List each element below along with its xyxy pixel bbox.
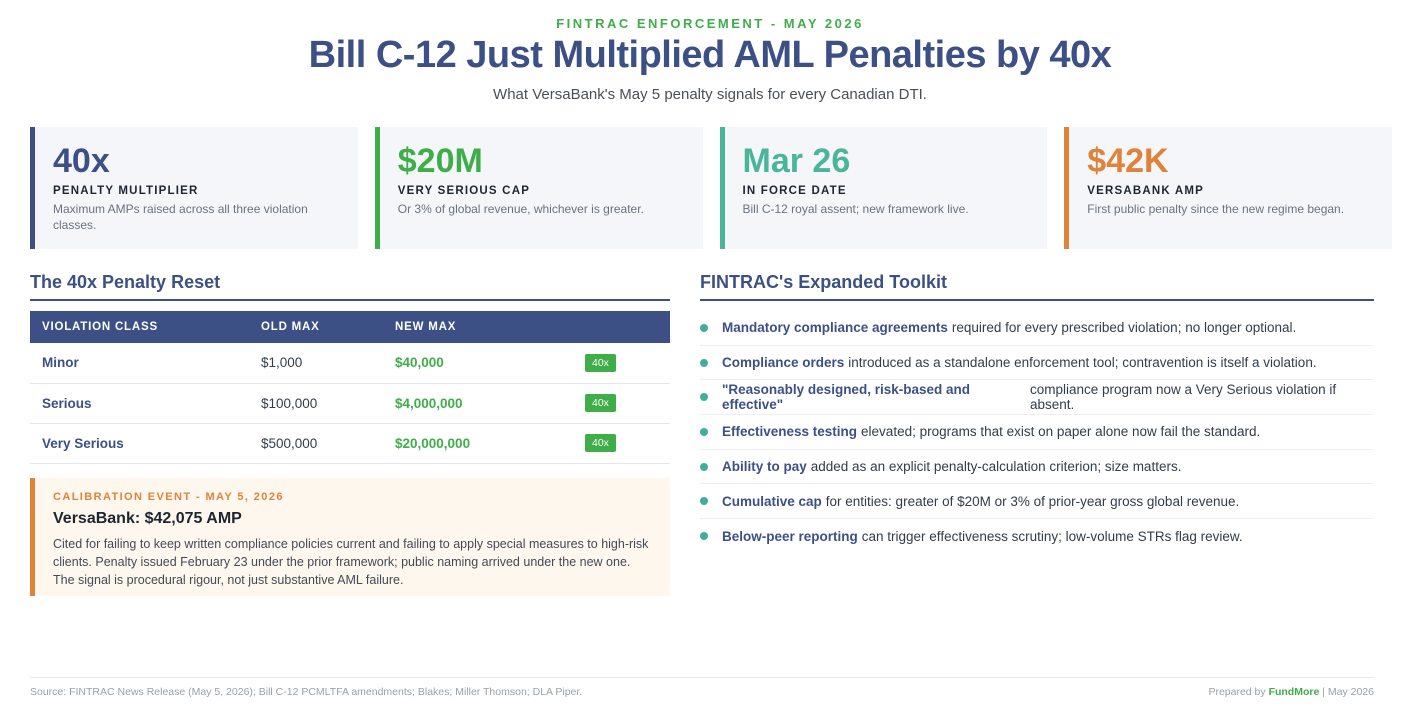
bullet-icon (700, 462, 708, 471)
stat-description: Or 3% of global revenue, whichever is gr… (397, 202, 644, 216)
footer-date: | May 2026 (1322, 686, 1374, 698)
old-max: $1,000 (249, 343, 383, 384)
bullet-icon (700, 393, 708, 402)
column-header: OLD MAX (249, 311, 383, 343)
calibration-callout: CALIBRATION EVENT - MAY 5, 2026 VersaBan… (30, 478, 670, 596)
penalty-reset-heading: The 40x Penalty Reset (30, 272, 670, 301)
item-keyword: Below-peer reporting (722, 528, 858, 544)
stat-card-multiplier: 40x PENALTY MULTIPLIER Maximum AMPs rais… (30, 127, 358, 249)
stat-value: 40x (53, 142, 110, 180)
callout-kicker: CALIBRATION EVENT - MAY 5, 2026 (53, 491, 284, 503)
list-item: Mandatory compliance agreements required … (700, 311, 1374, 346)
stat-cards: 40x PENALTY MULTIPLIER Maximum AMPs rais… (30, 127, 1392, 249)
multiplier-badge: 40x (585, 353, 616, 372)
bullet-icon (700, 323, 708, 332)
stat-description: First public penalty since the new regim… (1087, 202, 1345, 216)
item-text: compliance program now a Very Serious vi… (1029, 382, 1337, 413)
stat-value: Mar 26 (742, 142, 851, 180)
stat-value: $20M (397, 142, 483, 180)
item-text: introduced as a standalone enforcement t… (848, 355, 1317, 371)
source-note: Source: FINTRAC News Release (May 5, 202… (30, 686, 583, 698)
new-max: $20,000,000 (383, 423, 573, 464)
eyebrow: FINTRAC ENFORCEMENT - MAY 2026 (556, 16, 864, 31)
toolkit-list: Mandatory compliance agreements required … (700, 311, 1374, 554)
stat-description: Maximum AMPs raised across all three vio… (53, 202, 308, 232)
table-row: Very Serious $500,000 $20,000,000 40x (30, 423, 670, 464)
list-item: Below-peer reporting can trigger effectiv… (700, 519, 1374, 554)
multiplier-badge: 40x (585, 434, 616, 452)
list-item: Effectiveness testing elevated; programs … (700, 415, 1374, 450)
stat-label: VERY SERIOUS CAP (397, 185, 531, 197)
column-header: NEW MAX (383, 311, 573, 343)
stat-card-versabank: $42K VERSABANK AMP First public penalty … (1064, 127, 1392, 249)
callout-body: Cited for failing to keep written compli… (53, 537, 649, 587)
item-keyword: Compliance orders (722, 355, 845, 371)
item-keyword: Ability to pay (722, 459, 807, 475)
item-text: can trigger effectiveness scrutiny; low-… (861, 528, 1243, 544)
stat-description: Bill C-12 royal assent; new framework li… (742, 202, 969, 216)
toolkit-heading: FINTRAC's Expanded Toolkit (700, 272, 1374, 301)
item-keyword: Mandatory compliance agreements (722, 320, 948, 336)
new-max: $40,000 (383, 343, 573, 384)
prepared-by-label: Prepared by (1208, 686, 1266, 698)
item-text: added as an explicit penalty-calculation… (810, 459, 1182, 475)
stat-label: VERSABANK AMP (1087, 185, 1205, 197)
callout-headline: VersaBank: $42,075 AMP (53, 510, 242, 527)
page-subtitle: What VersaBank's May 5 penalty signals f… (493, 86, 927, 103)
column-header: VIOLATION CLASS (30, 311, 249, 343)
bullet-icon (700, 497, 708, 506)
table-row: Minor $1,000 $40,000 40x (30, 343, 670, 384)
item-keyword: "Reasonably designed, risk-based and eff… (722, 382, 970, 413)
item-keyword: Cumulative cap (722, 493, 822, 509)
prepared-by: Prepared by FundMore | May 2026 (1208, 686, 1374, 698)
stat-label: PENALTY MULTIPLIER (53, 185, 199, 197)
new-max: $4,000,000 (383, 383, 573, 424)
item-text: for entities: greater of $20M or 3% of p… (825, 493, 1240, 509)
list-item: Compliance orders introduced as a standal… (700, 346, 1374, 381)
violation-class: Serious (30, 383, 249, 424)
old-max: $100,000 (249, 383, 383, 424)
brand-name: FundMore (1268, 686, 1320, 698)
list-item: Cumulative cap for entities: greater of $… (700, 484, 1374, 520)
bullet-icon (700, 427, 708, 436)
stat-label: IN FORCE DATE (742, 185, 847, 197)
page-title: Bill C-12 Just Multiplied AML Penalties … (308, 34, 1112, 76)
penalty-table: VIOLATION CLASS OLD MAX NEW MAX Minor $1… (30, 311, 670, 464)
bullet-icon (700, 358, 708, 367)
multiplier-badge: 40x (585, 394, 616, 412)
bullet-icon (700, 532, 708, 541)
stat-value: $42K (1087, 142, 1169, 180)
list-item: "Reasonably designed, risk-based and eff… (700, 380, 1374, 416)
multiplier-cell: 40x (573, 343, 670, 384)
stat-card-in-force: Mar 26 IN FORCE DATE Bill C-12 royal ass… (719, 127, 1048, 249)
violation-class: Very Serious (30, 423, 249, 464)
column-header (573, 311, 670, 343)
table-row: Serious $100,000 $4,000,000 40x (30, 383, 670, 424)
item-keyword: Effectiveness testing (722, 424, 858, 440)
item-text: required for every prescribed violation;… (951, 320, 1297, 336)
stat-card-cap: $20M VERY SERIOUS CAP Or 3% of global re… (374, 127, 703, 249)
old-max: $500,000 (249, 423, 383, 464)
footer: Source: FINTRAC News Release (May 5, 202… (30, 677, 1374, 698)
table-header-row: VIOLATION CLASS OLD MAX NEW MAX (30, 311, 670, 343)
item-text: elevated; programs that exist on paper a… (861, 424, 1261, 440)
violation-class: Minor (30, 343, 249, 384)
list-item: Ability to pay added as an explicit penal… (700, 450, 1374, 485)
multiplier-cell: 40x (573, 383, 670, 424)
multiplier-cell: 40x (573, 423, 670, 464)
